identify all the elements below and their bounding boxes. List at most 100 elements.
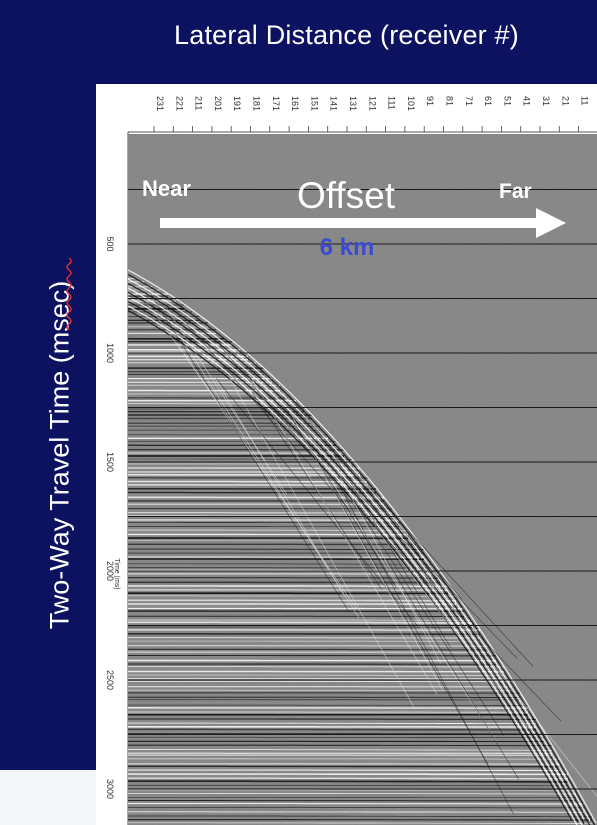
reflection-event <box>128 765 560 768</box>
reflection-event <box>128 589 448 591</box>
reflection-event <box>128 780 568 783</box>
receiver-label: 221 <box>174 96 184 111</box>
receiver-label: 51 <box>502 96 512 106</box>
receiver-label: 71 <box>464 96 474 106</box>
linear-noise <box>357 507 504 736</box>
linear-noise <box>215 378 418 626</box>
time-tick-label: 2000 <box>105 561 115 581</box>
receiver-label: 101 <box>406 96 416 111</box>
offset-arrow-head <box>536 208 566 238</box>
reflection-event <box>128 621 472 624</box>
receiver-label: 81 <box>445 96 455 106</box>
linear-noise <box>176 342 357 609</box>
reflection-event <box>128 577 440 579</box>
time-grid-lines <box>128 189 597 790</box>
reflection-event <box>128 674 504 676</box>
reflection-event <box>128 736 544 739</box>
time-axis-strip <box>96 132 128 825</box>
linear-noise <box>365 502 597 798</box>
reflection-event <box>128 540 416 542</box>
linear-noise <box>246 369 438 695</box>
offset-arrow <box>160 208 566 238</box>
first-arrival <box>128 300 579 823</box>
near-label: Near <box>142 176 191 201</box>
linear-noise <box>251 391 382 590</box>
receiver-label: 31 <box>541 96 551 106</box>
reflection-event <box>128 792 577 795</box>
spellcheck-squiggle <box>66 258 72 331</box>
receiver-label: 11 <box>580 96 590 105</box>
reflection-event <box>128 722 536 725</box>
linear-noise <box>219 344 349 499</box>
linear-noise <box>333 453 451 648</box>
far-label: Far <box>499 180 532 203</box>
offset-label: Offset <box>297 175 396 216</box>
reflection-event <box>128 811 584 813</box>
seismic-data <box>128 134 597 825</box>
linear-noise <box>166 308 288 495</box>
time-tick-label: 1000 <box>105 343 115 363</box>
receiver-label: 191 <box>232 96 242 111</box>
receiver-label: 231 <box>155 96 165 111</box>
reflection-event <box>128 728 536 731</box>
receiver-label: 171 <box>271 96 281 111</box>
reflection-event <box>128 529 408 532</box>
shot-gather-figure: 231 221 211 201 191 181 171 161 151 141 131 121 111 1… <box>96 84 597 825</box>
reflection-event <box>128 599 456 602</box>
receiver-header <box>96 84 597 132</box>
linear-noise <box>374 526 540 742</box>
linear-noise <box>337 472 442 664</box>
time-axis-title: Time (ms) <box>113 558 120 589</box>
first-arrival <box>128 282 591 825</box>
first-arrival <box>128 309 573 821</box>
receiver-label: 201 <box>213 96 223 111</box>
receiver-labels: 231 221 211 201 191 181 171 161 151 141 131 121 111 1… <box>153 96 590 132</box>
reflection-event <box>128 822 592 824</box>
first-arrival <box>128 296 583 825</box>
linear-noise <box>279 386 463 600</box>
reflection-event <box>128 777 568 780</box>
bottom-strip <box>0 770 96 825</box>
linear-noise <box>331 481 497 742</box>
receiver-label: 91 <box>425 96 435 106</box>
time-tick-label: 3000 <box>105 779 115 799</box>
receiver-label: 181 <box>252 96 262 111</box>
reflection-event <box>128 648 488 651</box>
receiver-label: 161 <box>290 96 300 111</box>
receiver-label: 21 <box>560 96 570 106</box>
reflection-event <box>128 644 488 647</box>
reflection-event <box>128 744 553 747</box>
receiver-label: 121 <box>367 96 377 111</box>
reflection-events <box>128 269 597 825</box>
receiver-label: 131 <box>348 96 358 111</box>
time-tick-label: 2500 <box>105 670 115 690</box>
receiver-label: 41 <box>522 96 532 106</box>
reflection-event <box>128 802 584 805</box>
reflection-event <box>128 819 592 821</box>
reflection-event <box>128 749 552 751</box>
linear-noise <box>386 559 520 780</box>
distance-label: 6 km <box>320 234 375 261</box>
receiver-label: 141 <box>329 96 339 111</box>
reflection-event <box>128 704 529 706</box>
slide-title: Lateral Distance (receiver #) <box>174 20 519 50</box>
linear-noise <box>314 448 518 659</box>
linear-noise <box>345 495 562 722</box>
linear-noise <box>149 292 350 613</box>
time-labels: 500 1000 1500 2000 2500 3000 <box>105 236 115 799</box>
linear-noise <box>171 306 359 521</box>
time-tick-label: 1500 <box>105 452 115 472</box>
reflection-event <box>128 663 496 666</box>
first-arrival <box>128 273 596 825</box>
reflection-event <box>128 815 593 818</box>
first-arrival <box>128 305 578 825</box>
linear-noise <box>338 484 514 815</box>
linear-noise <box>336 452 534 667</box>
receiver-label: 111 <box>387 96 397 110</box>
reflection-event <box>128 637 480 639</box>
offset-arrow-shaft <box>160 218 540 228</box>
first-arrival <box>128 287 585 820</box>
title-band <box>0 0 597 84</box>
linear-noise <box>288 409 444 692</box>
